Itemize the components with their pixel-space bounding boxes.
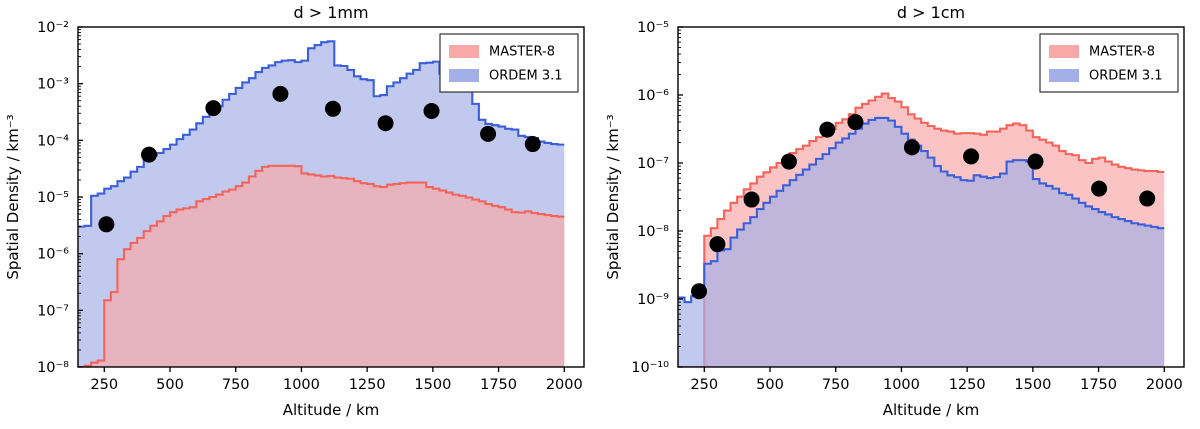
data-point bbox=[709, 236, 726, 253]
x-tick-label: 1750 bbox=[480, 377, 517, 393]
chart-right: d > 1cm 250 500 750 1000 1250 1500 1750 2000 10⁻¹… bbox=[604, 3, 1185, 419]
x-tick-label: 1250 bbox=[949, 377, 986, 393]
y-tick-label: 10⁻⁹ bbox=[637, 292, 669, 308]
scatter-measurements bbox=[98, 85, 541, 233]
data-point bbox=[524, 136, 541, 153]
step-line-ordem-3-1 bbox=[78, 40, 565, 228]
y-tick-label: 10⁻² bbox=[37, 20, 69, 36]
legend-swatch bbox=[1049, 69, 1079, 82]
scatter-measurements bbox=[691, 114, 1156, 300]
step-line-ordem-3-1 bbox=[678, 116, 1165, 304]
data-point bbox=[903, 139, 920, 156]
data-point bbox=[847, 114, 864, 131]
x-tick-label: 750 bbox=[822, 377, 850, 393]
panel-left: d > 1mm 250 500 750 1000 1250 1500 1750 2000 10⁻⁸… bbox=[4, 3, 585, 419]
data-point bbox=[480, 125, 497, 142]
axes-frame bbox=[677, 26, 1185, 368]
legend-box bbox=[1039, 33, 1179, 93]
x-tick-label: 250 bbox=[690, 377, 718, 393]
legend-swatch bbox=[449, 69, 479, 82]
legend-box bbox=[439, 33, 579, 93]
plot-area bbox=[678, 92, 1165, 367]
legend-label: MASTER-8 bbox=[1089, 45, 1155, 60]
data-point bbox=[1091, 180, 1108, 197]
data-point bbox=[780, 153, 797, 170]
x-tick-label: 2000 bbox=[1146, 377, 1183, 393]
x-tick-label: 1750 bbox=[1080, 377, 1117, 393]
data-point bbox=[743, 191, 760, 208]
data-point bbox=[205, 100, 222, 117]
y-tick-label: 10⁻⁸ bbox=[637, 224, 669, 240]
step-line-master-8 bbox=[78, 164, 565, 367]
x-axis-label: Altitude / km bbox=[283, 401, 380, 419]
data-point bbox=[691, 283, 708, 300]
x-tick-label: 500 bbox=[756, 377, 784, 393]
chart-left: d > 1mm 250 500 750 1000 1250 1500 1750 2000 10⁻⁸… bbox=[4, 3, 585, 419]
legend-swatch bbox=[1049, 45, 1079, 58]
x-tick-label: 1500 bbox=[1014, 377, 1051, 393]
y-tick-label: 10⁻⁵ bbox=[637, 20, 669, 36]
area-ordem-3-1 bbox=[678, 117, 1165, 367]
data-point bbox=[1139, 190, 1156, 207]
data-point bbox=[1027, 153, 1044, 170]
y-tick-label: 10⁻⁴ bbox=[37, 133, 69, 149]
data-point bbox=[963, 148, 980, 165]
legend-label: MASTER-8 bbox=[489, 45, 555, 60]
y-tick-label: 10⁻⁶ bbox=[37, 247, 69, 263]
y-tick-label: 10⁻⁶ bbox=[637, 88, 669, 104]
x-tick-label: 250 bbox=[90, 377, 118, 393]
data-point bbox=[324, 100, 341, 117]
x-axis-label: Altitude / km bbox=[883, 401, 980, 419]
x-tick-label: 1500 bbox=[414, 377, 451, 393]
step-line-master-8 bbox=[678, 92, 1165, 367]
legend-swatch bbox=[449, 45, 479, 58]
data-point bbox=[140, 146, 157, 163]
panel-title: d > 1cm bbox=[897, 3, 965, 22]
y-tick-label: 10⁻³ bbox=[37, 77, 69, 93]
x-tick-label: 1250 bbox=[349, 377, 386, 393]
y-tick-label: 10⁻⁷ bbox=[637, 156, 669, 172]
x-tick-label: 500 bbox=[156, 377, 184, 393]
y-tick-label: 10⁻⁵ bbox=[37, 190, 69, 206]
y-axis-label: Spatial Density / km⁻³ bbox=[4, 114, 22, 279]
y-tick-label: 10⁻⁸ bbox=[37, 360, 69, 376]
data-point bbox=[272, 85, 289, 102]
legend-label: ORDEM 3.1 bbox=[1089, 69, 1163, 84]
y-tick-label: 10⁻⁷ bbox=[37, 303, 69, 319]
legend-label: ORDEM 3.1 bbox=[489, 69, 563, 84]
x-tick-label: 2000 bbox=[546, 377, 583, 393]
data-point bbox=[377, 115, 394, 132]
area-master-8 bbox=[78, 165, 565, 367]
plot-area bbox=[78, 40, 565, 367]
x-tick-label: 750 bbox=[222, 377, 250, 393]
data-point bbox=[423, 102, 440, 119]
x-tick-label: 1000 bbox=[283, 377, 320, 393]
x-tick-label: 1000 bbox=[883, 377, 920, 393]
data-point bbox=[98, 216, 115, 233]
y-axis-label: Spatial Density / km⁻³ bbox=[604, 114, 622, 279]
data-point bbox=[819, 121, 836, 138]
panel-title: d > 1mm bbox=[293, 3, 368, 22]
y-tick-label: 10⁻¹⁰ bbox=[631, 360, 669, 376]
panel-right: d > 1cm 250 500 750 1000 1250 1500 1750 2000 10⁻¹… bbox=[600, 0, 1200, 429]
